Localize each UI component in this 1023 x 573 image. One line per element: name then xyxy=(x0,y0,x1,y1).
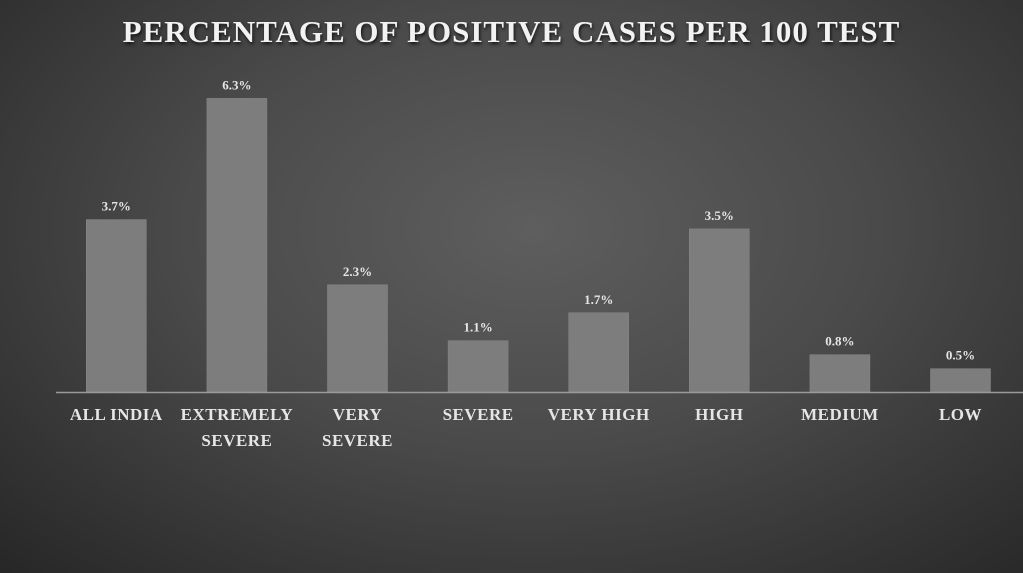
data-label: 3.5% xyxy=(705,208,734,223)
category-label: SEVERE xyxy=(322,431,393,450)
bar xyxy=(689,228,750,393)
bar xyxy=(86,219,147,393)
bar xyxy=(809,354,871,393)
bar xyxy=(447,340,509,393)
bar xyxy=(930,368,991,393)
data-label: 2.3% xyxy=(343,264,372,279)
category-label: MEDIUM xyxy=(801,405,879,424)
data-label: 3.7% xyxy=(102,199,131,214)
bar xyxy=(327,284,388,393)
category-label: ALL INDIA xyxy=(70,405,163,424)
data-label: 1.7% xyxy=(584,292,613,307)
data-label: 0.8% xyxy=(825,334,854,349)
bar xyxy=(568,312,629,393)
category-label: HIGH xyxy=(695,405,743,424)
bar xyxy=(206,98,268,393)
category-label: EXTREMELY xyxy=(181,405,294,424)
data-label: 1.1% xyxy=(463,320,492,335)
data-label: 0.5% xyxy=(946,348,975,363)
category-label: VERY HIGH xyxy=(548,405,650,424)
category-label: SEVERE xyxy=(443,405,514,424)
chart-title: PERCENTAGE OF POSITIVE CASES PER 100 TES… xyxy=(122,14,901,49)
data-label: 6.3% xyxy=(222,77,251,92)
category-label: LOW xyxy=(939,405,982,424)
category-label: SEVERE xyxy=(201,431,272,450)
category-label: VERY xyxy=(333,405,383,424)
